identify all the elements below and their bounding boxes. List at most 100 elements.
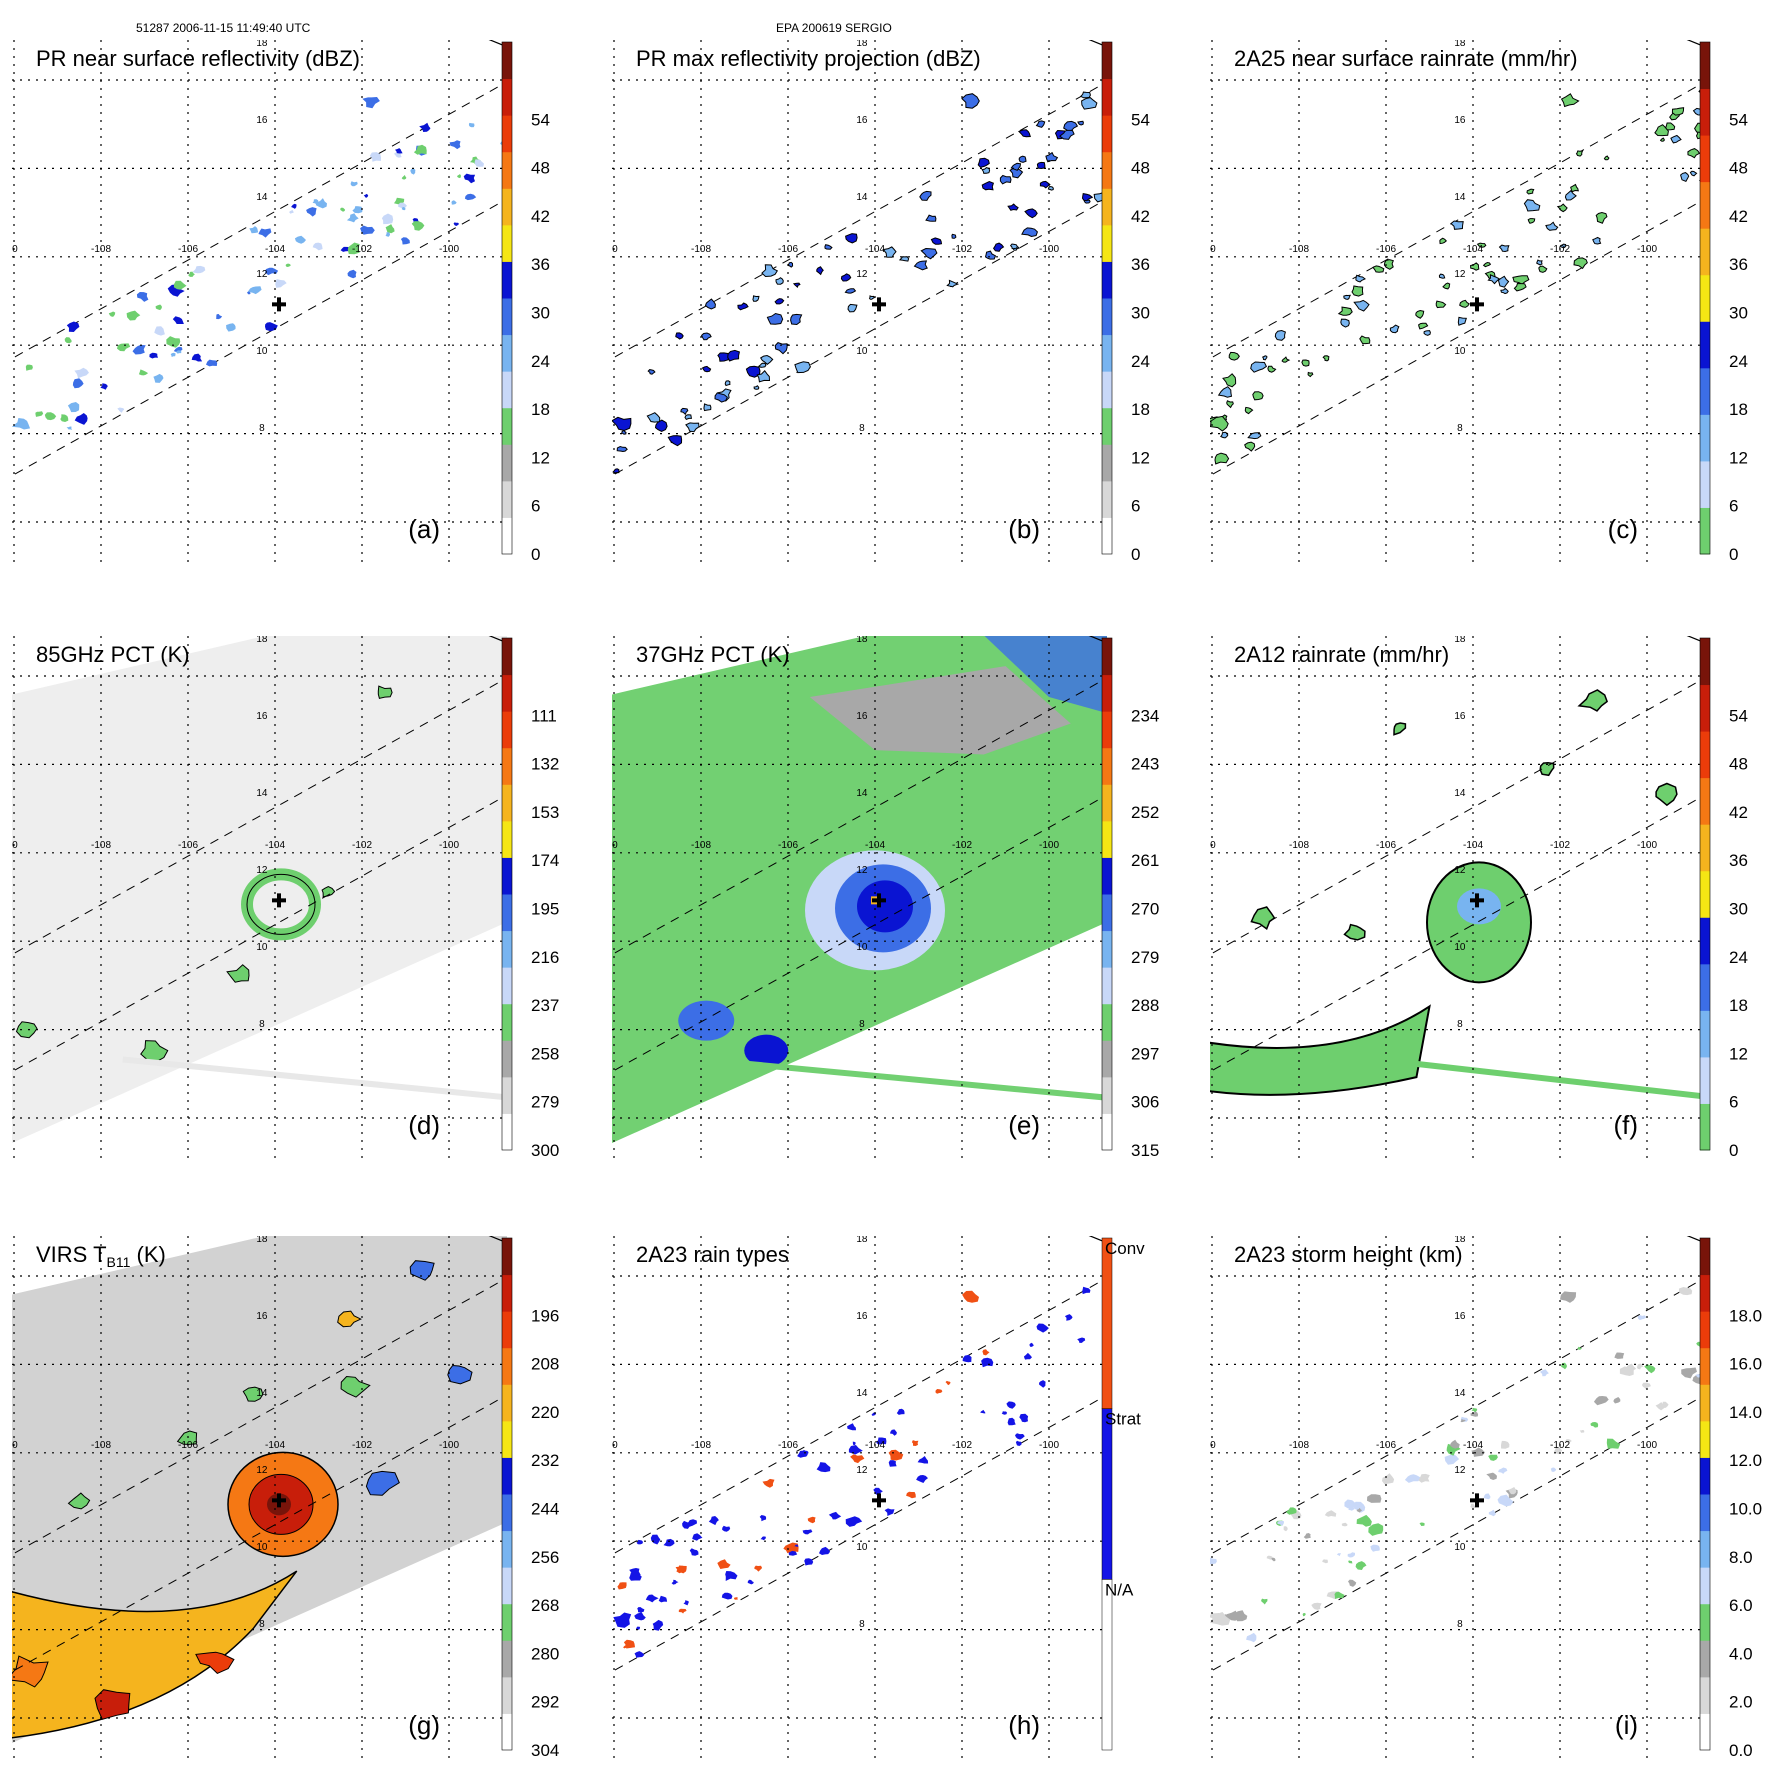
colorbar-segment	[1700, 1494, 1710, 1532]
colorbar-segment	[502, 1238, 512, 1276]
colorbar-segment	[1700, 1010, 1710, 1058]
colorbar-segment	[1700, 963, 1710, 1011]
rainband-cell	[744, 1034, 789, 1067]
lon-label: -100	[439, 840, 459, 851]
lon-label: -100	[1637, 244, 1657, 255]
echo-cell	[352, 206, 363, 214]
panel-title: 2A23 storm height (km)	[1234, 1242, 1463, 1267]
echo-cell	[1348, 1560, 1353, 1564]
echo-cell	[1570, 183, 1579, 193]
colorbar-tick-label: 220	[531, 1403, 559, 1422]
echo-cell	[1164, 54, 1174, 60]
echo-cell	[1177, 116, 1185, 123]
lon-label: -106	[178, 244, 198, 255]
echo-cell	[637, 1607, 645, 1613]
echo-cell	[685, 422, 700, 433]
echo-cell	[1115, 1364, 1128, 1376]
rainband-cell	[678, 1000, 735, 1041]
echo-cell	[884, 1508, 895, 1516]
echo-cell	[401, 206, 406, 211]
echo-cell	[1355, 274, 1366, 283]
colorbar-segment	[502, 1274, 512, 1312]
echo-cell	[1393, 722, 1407, 736]
echo-cell	[1641, 1382, 1651, 1390]
colorbar-segment	[502, 894, 512, 932]
colorbar-tick-label: 36	[531, 255, 550, 274]
echo-cell	[1654, 124, 1669, 137]
lat-label: 14	[856, 1388, 868, 1399]
title-subscript: B11	[107, 1254, 131, 1270]
echo-cell	[692, 1533, 703, 1541]
echo-cell	[1488, 1509, 1496, 1517]
echo-cell	[400, 237, 410, 245]
echo-cell	[1497, 275, 1510, 288]
echo-cell	[1655, 782, 1678, 807]
echo-cell	[188, 271, 195, 277]
echo-cell	[930, 237, 943, 245]
colorbar-segment	[502, 1457, 512, 1495]
panel-label: (c)	[1608, 514, 1638, 544]
echo-cell	[1244, 406, 1254, 415]
swath-edge-lower	[612, 794, 1107, 1073]
lat-label: 14	[256, 788, 268, 799]
lon-label: -106	[1376, 840, 1396, 851]
panel-i: -110 -108 -106 -104 -102 -100 18 16 14 12 10 8 2A23 …	[1210, 1236, 1762, 1760]
echo-cell	[1267, 365, 1277, 373]
colorbar-tick-label: 288	[1131, 996, 1159, 1015]
colorbar-segment	[1700, 367, 1710, 415]
echo-cell	[451, 200, 457, 205]
echo-cell	[411, 221, 425, 231]
echo-cell	[449, 140, 461, 150]
echo-cell	[1247, 432, 1262, 440]
echo-cell	[647, 369, 656, 375]
echo-cell	[951, 233, 957, 239]
echo-cell	[569, 63, 580, 72]
echo-cell	[468, 122, 475, 128]
echo-cell	[1001, 1411, 1008, 1415]
echo-cell	[911, 1440, 919, 1446]
echo-cell	[1226, 400, 1234, 409]
echo-cell	[787, 261, 794, 268]
colorbar-tick-label: 270	[1131, 899, 1159, 918]
lon-label: -108	[1289, 1440, 1309, 1451]
lat-label: 18	[856, 1234, 868, 1245]
echo-cell	[616, 445, 628, 453]
echo-cell	[1476, 242, 1487, 248]
echo-cell	[1181, 131, 1194, 140]
echo-cell	[1368, 1523, 1384, 1536]
echo-cell	[654, 419, 668, 433]
lon-label: -110	[0, 840, 18, 851]
echo-cell	[1508, 1487, 1517, 1495]
colorbar-tick-label: 48	[1729, 159, 1748, 178]
echo-cell	[226, 323, 236, 332]
colorbar-tick-label: 4.0	[1729, 1644, 1753, 1663]
echo-cell	[1081, 97, 1098, 110]
echo-cell	[876, 1437, 887, 1445]
echo-cell	[1343, 294, 1352, 300]
lat-label: 10	[856, 1542, 868, 1553]
echo-cell	[74, 367, 89, 379]
echo-cell	[1560, 1291, 1577, 1303]
echo-cell	[1036, 161, 1046, 170]
lat-label: 10	[1454, 942, 1466, 953]
echo-cell	[828, 1511, 842, 1520]
echo-cell	[1550, 1467, 1557, 1472]
echo-cell	[1536, 259, 1543, 266]
eyewall-outline	[246, 873, 316, 935]
panel-title: 37GHz PCT (K)	[636, 642, 790, 667]
colorbar-segment	[1102, 371, 1112, 409]
colorbar-segment	[502, 857, 512, 895]
echo-cell	[1351, 285, 1364, 297]
echo-cell	[792, 282, 801, 288]
echo-cell	[1334, 1591, 1345, 1599]
storm-info: EPA 200619 SERGIO	[776, 21, 892, 35]
colorbar-segment	[1700, 638, 1710, 686]
echo-cell	[962, 1290, 979, 1303]
colorbar-segment	[502, 1113, 512, 1151]
colorbar-tick-label: 36	[1729, 851, 1748, 870]
colorbar-segment	[1700, 274, 1710, 322]
echo-cell	[35, 411, 44, 417]
echo-cell	[1710, 81, 1722, 92]
rainband	[1210, 1004, 1431, 1096]
lat-label: 18	[856, 634, 868, 645]
